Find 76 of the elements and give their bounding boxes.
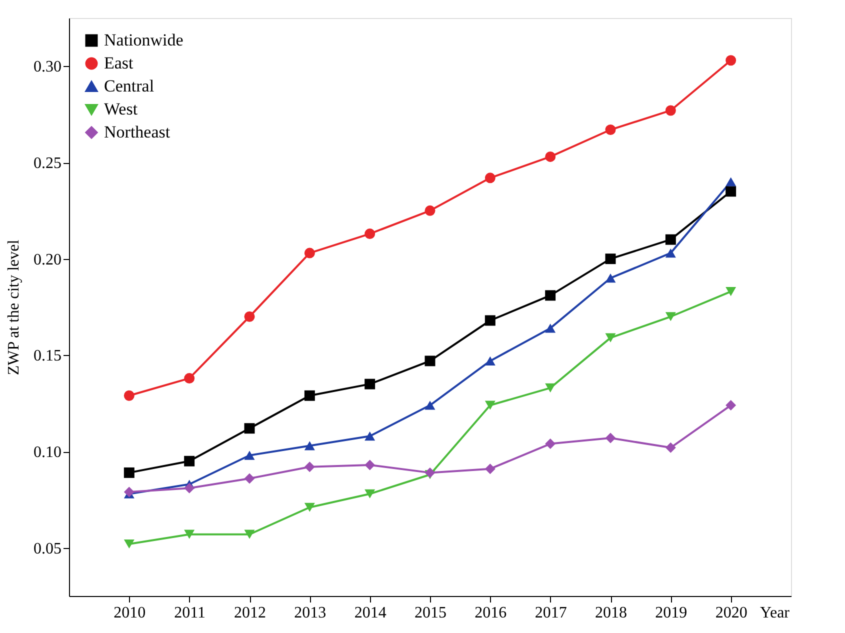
x-tick-label: 2016 bbox=[474, 604, 507, 622]
point bbox=[665, 234, 676, 245]
point bbox=[364, 378, 376, 390]
point bbox=[545, 290, 556, 301]
point bbox=[184, 373, 195, 384]
x-tick-label: 2011 bbox=[174, 604, 206, 622]
point bbox=[605, 274, 616, 283]
point bbox=[184, 482, 195, 494]
x-tick-label: 2014 bbox=[354, 604, 386, 622]
x-axis-title: Year bbox=[760, 604, 790, 622]
legend-label: Northeast bbox=[104, 122, 170, 142]
y-tick-label: 0.15 bbox=[34, 348, 62, 365]
point bbox=[484, 356, 496, 366]
point bbox=[484, 464, 496, 474]
point bbox=[124, 467, 134, 478]
point bbox=[665, 442, 676, 453]
point bbox=[244, 423, 255, 434]
point bbox=[605, 124, 616, 135]
point bbox=[605, 432, 616, 444]
point bbox=[545, 324, 556, 333]
point bbox=[304, 502, 315, 512]
x-tick-label: 2018 bbox=[595, 604, 627, 622]
point bbox=[726, 400, 736, 411]
point bbox=[244, 473, 255, 484]
y-tick-label: 0.10 bbox=[34, 444, 62, 461]
y-tick-label: 0.25 bbox=[34, 155, 62, 172]
point bbox=[424, 205, 436, 216]
point bbox=[364, 432, 376, 441]
legend-label: East bbox=[104, 54, 134, 72]
x-tick-label: 2019 bbox=[655, 604, 688, 622]
point bbox=[244, 530, 255, 539]
x-tick-label: 2013 bbox=[294, 604, 326, 622]
point bbox=[484, 172, 496, 184]
point bbox=[424, 467, 436, 478]
x-tick-label: 2010 bbox=[114, 604, 146, 622]
point bbox=[364, 460, 376, 470]
point bbox=[424, 400, 436, 410]
point bbox=[605, 254, 616, 264]
point bbox=[545, 383, 556, 392]
point bbox=[364, 228, 376, 240]
point bbox=[484, 315, 496, 326]
x-tick-label: 2012 bbox=[234, 604, 266, 622]
point bbox=[124, 486, 134, 498]
x-tick-label: 2020 bbox=[715, 604, 748, 622]
y-tick-label: 0.20 bbox=[34, 251, 62, 268]
y-axis-title: ZWP at the city level bbox=[6, 239, 22, 376]
point bbox=[726, 186, 736, 197]
legend-label: Nationwide bbox=[104, 30, 184, 50]
point bbox=[184, 530, 195, 539]
x-tick-label: 2017 bbox=[534, 604, 567, 622]
x-tick-label: 2015 bbox=[414, 604, 446, 622]
point bbox=[304, 462, 315, 472]
point bbox=[364, 489, 376, 498]
point bbox=[304, 390, 315, 401]
point bbox=[124, 390, 134, 401]
point bbox=[726, 287, 736, 296]
point bbox=[244, 450, 255, 460]
point bbox=[545, 438, 556, 450]
point bbox=[184, 456, 195, 466]
legend-label: West bbox=[104, 100, 138, 118]
point bbox=[124, 539, 134, 549]
y-tick-label: 0.30 bbox=[34, 58, 62, 76]
point bbox=[726, 55, 736, 66]
point bbox=[244, 311, 255, 322]
point bbox=[304, 441, 315, 450]
point bbox=[665, 248, 676, 258]
point bbox=[605, 333, 616, 342]
legend-label: Central bbox=[104, 76, 154, 96]
point bbox=[665, 105, 676, 116]
point bbox=[424, 356, 436, 366]
point bbox=[304, 248, 315, 258]
point bbox=[665, 312, 676, 322]
point bbox=[484, 400, 496, 410]
point bbox=[726, 177, 736, 186]
y-tick-label: 0.05 bbox=[34, 540, 62, 558]
point bbox=[545, 151, 556, 162]
